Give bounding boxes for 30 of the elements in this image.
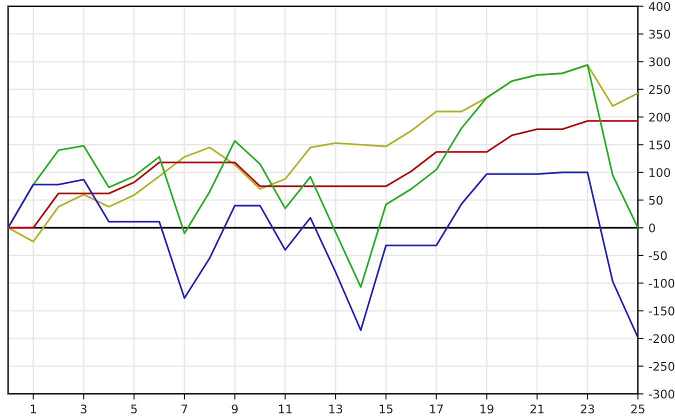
x-tick-label: 3 bbox=[80, 404, 86, 414]
y-tick-label: 200 bbox=[649, 112, 670, 122]
y-tick-label: 250 bbox=[649, 85, 670, 94]
x-tick-label: 15 bbox=[380, 404, 392, 414]
line-series bbox=[8, 172, 638, 338]
y-tick-label: 300 bbox=[649, 57, 670, 66]
x-tick-label: 19 bbox=[480, 404, 494, 414]
y-tick-label: 400 bbox=[648, 2, 670, 11]
y-tick-label: -250 bbox=[648, 362, 674, 371]
x-tick-label: 21 bbox=[530, 404, 544, 414]
x-tick-label: 23 bbox=[580, 404, 594, 414]
x-tick-label: 25 bbox=[631, 404, 644, 414]
y-tick-label: -50 bbox=[648, 251, 667, 260]
y-tick-label: -200 bbox=[648, 334, 674, 344]
y-tick-label: 50 bbox=[649, 196, 663, 205]
line-series bbox=[8, 120, 638, 229]
x-tick-label: 11 bbox=[278, 404, 292, 414]
x-tick-label: 1 bbox=[30, 404, 36, 414]
x-tick-label: 13 bbox=[329, 404, 342, 414]
y-tick-label: -100 bbox=[648, 278, 674, 288]
y-tick-label: 100 bbox=[650, 168, 670, 178]
y-tick-label: -300 bbox=[648, 390, 674, 399]
y-tick-label: 0 bbox=[649, 223, 656, 232]
x-tick-label: 5 bbox=[131, 404, 137, 414]
y-tick-label: -150 bbox=[648, 306, 674, 316]
y-tick-label: 350 bbox=[649, 30, 670, 39]
x-tick-label: 9 bbox=[232, 404, 238, 414]
y-tick-label: 150 bbox=[650, 140, 670, 150]
x-tick-label: 17 bbox=[430, 404, 443, 414]
x-tick-label: 7 bbox=[182, 404, 188, 414]
